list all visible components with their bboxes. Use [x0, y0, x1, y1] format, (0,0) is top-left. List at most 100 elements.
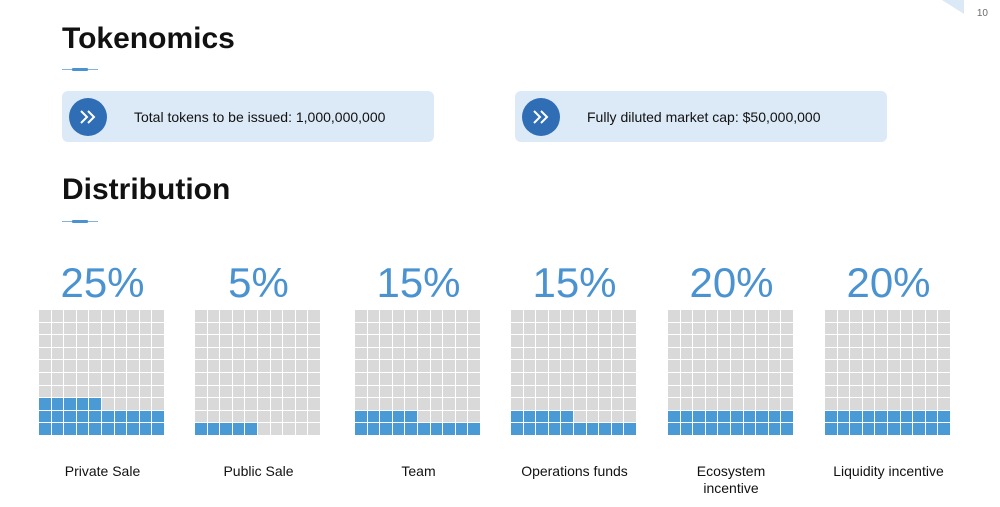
waffle-cell [195, 335, 207, 347]
waffle-cell [195, 385, 207, 398]
waffle-cell [768, 410, 781, 423]
waffle-cell [455, 423, 468, 435]
waffle-cell [392, 385, 405, 398]
waffle-cell [101, 385, 114, 398]
waffle-cell [756, 310, 768, 322]
waffle-cell [705, 335, 718, 347]
waffle-cell [825, 360, 837, 372]
waffle-cell [114, 423, 127, 435]
waffle-cell [730, 372, 743, 385]
waffle-cell [511, 372, 523, 385]
waffle-cell [127, 360, 139, 372]
waffle-cell [207, 372, 220, 385]
waffle-cell [913, 347, 925, 360]
waffle-cell [207, 335, 220, 347]
waffle-cell [887, 385, 900, 398]
waffle-cell [392, 372, 405, 385]
waffle-cell [257, 310, 270, 322]
waffle-cell [900, 310, 913, 322]
waffle-cell [536, 310, 548, 322]
waffle-cell [850, 385, 862, 398]
waffle-cell [599, 335, 611, 347]
waffle-cell [308, 347, 320, 360]
waffle-cell [308, 398, 320, 410]
waffle-cell [195, 398, 207, 410]
waffle-cell [355, 347, 367, 360]
waffle-cell [756, 398, 768, 410]
waffle-cell [624, 423, 636, 435]
waffle-cell [417, 322, 430, 335]
waffle-cell [925, 347, 938, 360]
waffle-cell [837, 398, 850, 410]
waffle-cell [468, 410, 480, 423]
waffle-cell [417, 385, 430, 398]
waffle-cell [825, 347, 837, 360]
waffle-cell [355, 335, 367, 347]
waffle-cell [887, 423, 900, 435]
waffle-cell [51, 347, 64, 360]
waffle-cell [232, 423, 245, 435]
waffle-cell [430, 385, 443, 398]
waffle-cell [925, 360, 938, 372]
waffle-cell [837, 372, 850, 385]
waffle-cell [781, 372, 793, 385]
waffle-cell [245, 322, 257, 335]
waffle-cell [257, 322, 270, 335]
waffle-cell [900, 398, 913, 410]
waffle-cell [730, 347, 743, 360]
waffle-cell [536, 398, 548, 410]
waffle-cell [101, 372, 114, 385]
waffle-cell [405, 398, 417, 410]
waffle-cell [283, 372, 295, 385]
waffle-cell [443, 347, 455, 360]
waffle-cell [283, 347, 295, 360]
waffle-cell [862, 372, 875, 385]
waffle-cell [295, 398, 308, 410]
waffle-cell [430, 360, 443, 372]
waffle-cell [887, 360, 900, 372]
waffle-cell [756, 410, 768, 423]
waffle-cell [862, 360, 875, 372]
waffle-cell [139, 410, 152, 423]
waffle-cell [355, 423, 367, 435]
waffle-cell [743, 360, 756, 372]
waffle-cell [730, 322, 743, 335]
waffle-cell [624, 410, 636, 423]
waffle-cell [245, 423, 257, 435]
waffle-cell [680, 410, 693, 423]
distribution-item-liquidity-incentive: 20% Liquidity incentive [825, 258, 952, 479]
waffle-cell [548, 322, 561, 335]
corner-decoration [942, 0, 964, 14]
waffle-cell [245, 398, 257, 410]
waffle-cell [938, 385, 950, 398]
waffle-cell [781, 398, 793, 410]
waffle-cell [430, 310, 443, 322]
waffle-cell [367, 310, 380, 322]
waffle-cell [455, 322, 468, 335]
waffle-cell [693, 310, 705, 322]
waffle-cell [220, 322, 232, 335]
waffle-cell [837, 335, 850, 347]
waffle-cell [430, 372, 443, 385]
waffle-cell [887, 335, 900, 347]
waffle-cell [768, 398, 781, 410]
distribution-label: Ecosystem incentive [696, 463, 766, 496]
waffle-cell [405, 372, 417, 385]
title-underline-decoration [62, 220, 98, 223]
waffle-cell [392, 398, 405, 410]
waffle-cell [925, 423, 938, 435]
waffle-cell [730, 360, 743, 372]
waffle-cell [850, 335, 862, 347]
waffle-cell [89, 310, 101, 322]
waffle-cell [586, 372, 599, 385]
waffle-cell [392, 347, 405, 360]
waffle-cell [573, 372, 586, 385]
waffle-cell [207, 423, 220, 435]
waffle-cell [295, 347, 308, 360]
waffle-cell [51, 423, 64, 435]
waffle-cell [64, 360, 76, 372]
waffle-cell [64, 310, 76, 322]
waffle-cell [611, 398, 624, 410]
waffle-cell [417, 335, 430, 347]
waffle-cell [718, 347, 730, 360]
